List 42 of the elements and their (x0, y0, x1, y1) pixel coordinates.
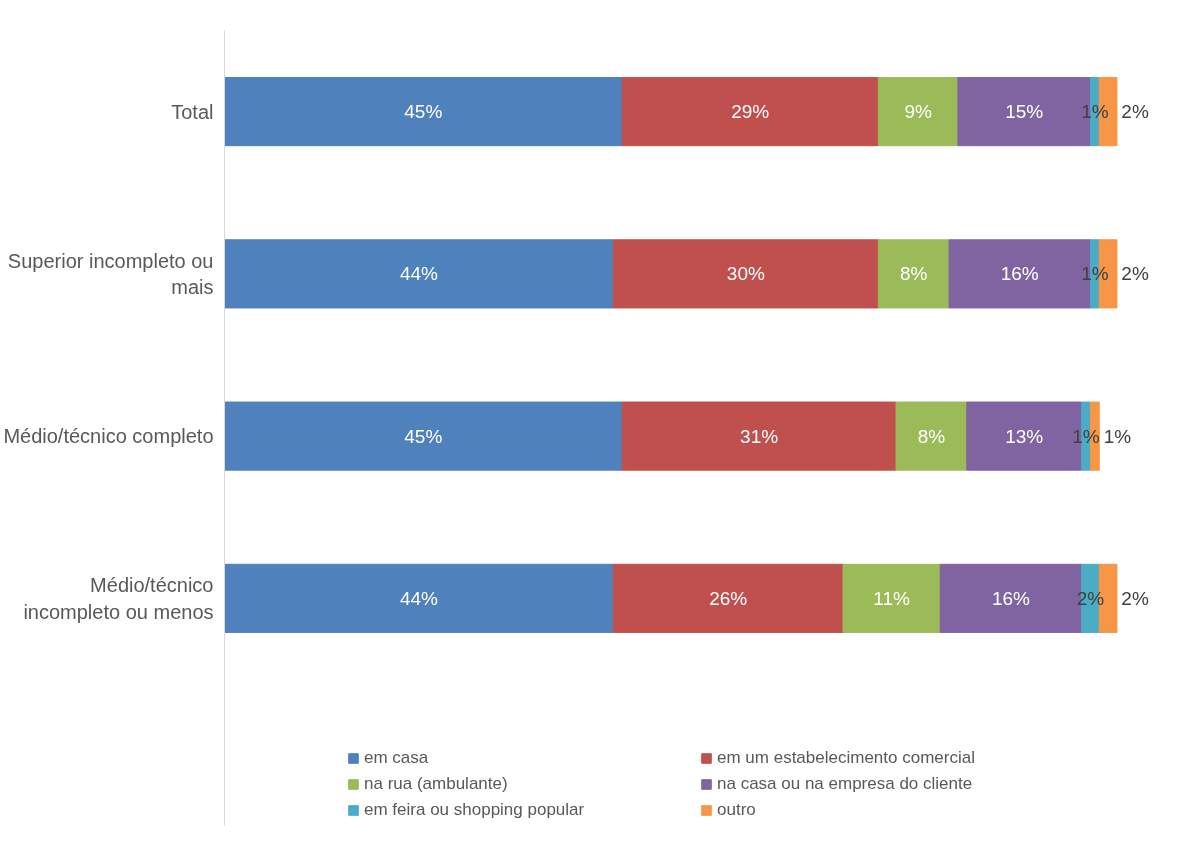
data-label: 13% (1005, 425, 1044, 447)
y-tick-label: Total (171, 100, 214, 123)
data-label: 16% (1000, 263, 1039, 285)
data-label: 15% (1005, 101, 1044, 123)
data-label: 45% (404, 101, 443, 123)
bar (877, 77, 959, 147)
bar (224, 239, 614, 309)
data-label: 44% (399, 587, 439, 609)
bar (842, 563, 941, 633)
data-label: 1% (1103, 425, 1132, 447)
data-label: 2% (1121, 587, 1149, 609)
data-label: 31% (740, 425, 779, 447)
bar (612, 563, 844, 633)
data-label: 45% (404, 425, 443, 447)
bar (224, 401, 623, 471)
y-tick-label: Superior incompleto ou mais (7, 249, 214, 299)
bar (877, 239, 950, 309)
y-tick-label: Médio/técnico completo (3, 425, 214, 448)
legend-label: outro (717, 800, 757, 820)
legend-label: em casa (364, 748, 430, 768)
legend-label: em um estabelecimento comercial (717, 748, 976, 768)
bar (621, 401, 897, 471)
data-label: 8% (917, 425, 946, 447)
data-label: 2% (1121, 263, 1149, 285)
data-label: 29% (731, 101, 770, 123)
bar (895, 401, 968, 471)
y-tick-label: Médio/técnico incompleto ou menos (23, 574, 214, 623)
data-label: 2% (1121, 101, 1149, 123)
bar (224, 563, 614, 633)
legend-label: em feira ou shopping popular (364, 800, 586, 820)
data-label: 44% (399, 263, 439, 285)
data-label: 8% (899, 263, 928, 285)
bar (224, 77, 623, 147)
data-label: 30% (726, 263, 765, 285)
legend-label: na casa ou na empresa do cliente (717, 774, 974, 794)
data-label: 16% (991, 587, 1031, 609)
data-label: 9% (904, 101, 932, 123)
legend-label: na rua (ambulante) (364, 774, 509, 794)
bar (612, 239, 879, 309)
data-label: 11% (873, 587, 911, 609)
bar (621, 77, 879, 147)
data-label: 26% (709, 587, 748, 609)
